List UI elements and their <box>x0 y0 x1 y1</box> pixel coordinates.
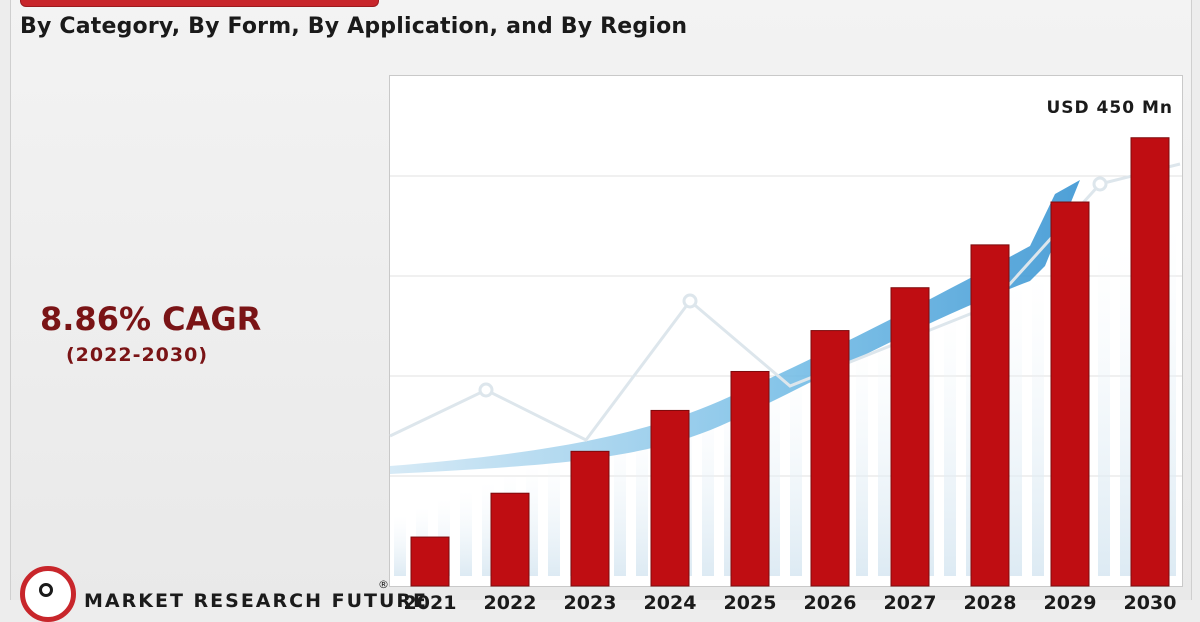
registered-mark: ® <box>378 578 389 591</box>
x-tick-label: 2028 <box>964 592 1017 614</box>
background-column <box>636 424 648 576</box>
background-column <box>1098 249 1110 577</box>
background-column <box>1032 274 1044 576</box>
chart-area: 2021 2022 2023 2024 2025 2026 2027 2028 2029 2030… <box>389 75 1183 614</box>
x-tick-label: 2030 <box>1124 592 1177 614</box>
bars <box>410 137 1170 587</box>
background-column <box>768 374 780 576</box>
background-column <box>548 457 560 576</box>
bar-2025 <box>730 370 770 587</box>
background-column <box>790 366 802 576</box>
magnifier-icon <box>39 583 53 597</box>
trend-point <box>1092 176 1108 192</box>
bar-2021 <box>410 536 450 587</box>
title-banner <box>20 0 379 7</box>
brand-name: MARKET RESEARCH FUTURE <box>84 590 428 612</box>
background-column <box>856 341 868 576</box>
background-column <box>702 399 714 576</box>
cagr-period: (2022-2030) <box>66 344 209 366</box>
background-column <box>878 332 890 576</box>
x-tick-label: 2026 <box>804 592 857 614</box>
background-column <box>460 491 472 576</box>
bar-2026 <box>810 330 850 587</box>
background-column <box>1010 282 1022 576</box>
trend-point <box>682 293 698 309</box>
max-value-label: USD 450 Mn <box>1046 98 1173 118</box>
x-tick-label: 2024 <box>644 592 697 614</box>
background-column <box>1120 241 1132 576</box>
x-tick-label: 2025 <box>724 592 777 614</box>
bar-chart: 2021 2022 2023 2024 2025 2026 2027 2028 2029 2030… <box>389 98 1182 614</box>
brand-logo-icon <box>20 566 76 622</box>
bar-2022 <box>490 492 530 587</box>
x-tick-label: 2022 <box>484 592 537 614</box>
bar-2024 <box>650 409 690 587</box>
background-column <box>614 432 626 576</box>
x-tick-label: 2029 <box>1044 592 1097 614</box>
bar-2027 <box>890 287 930 587</box>
bar-2030 <box>1130 137 1170 587</box>
cagr-value: 8.86% CAGR <box>40 300 262 338</box>
bar-2028 <box>970 244 1010 587</box>
x-tick-label: 2023 <box>564 592 617 614</box>
background-column <box>944 307 956 576</box>
background-column <box>394 516 406 576</box>
bar-2023 <box>570 450 610 587</box>
x-tick-label: 2027 <box>884 592 937 614</box>
chart-subtitle: By Category, By Form, By Application, an… <box>20 14 688 39</box>
trend-point <box>478 382 494 398</box>
bar-2029 <box>1050 201 1090 587</box>
